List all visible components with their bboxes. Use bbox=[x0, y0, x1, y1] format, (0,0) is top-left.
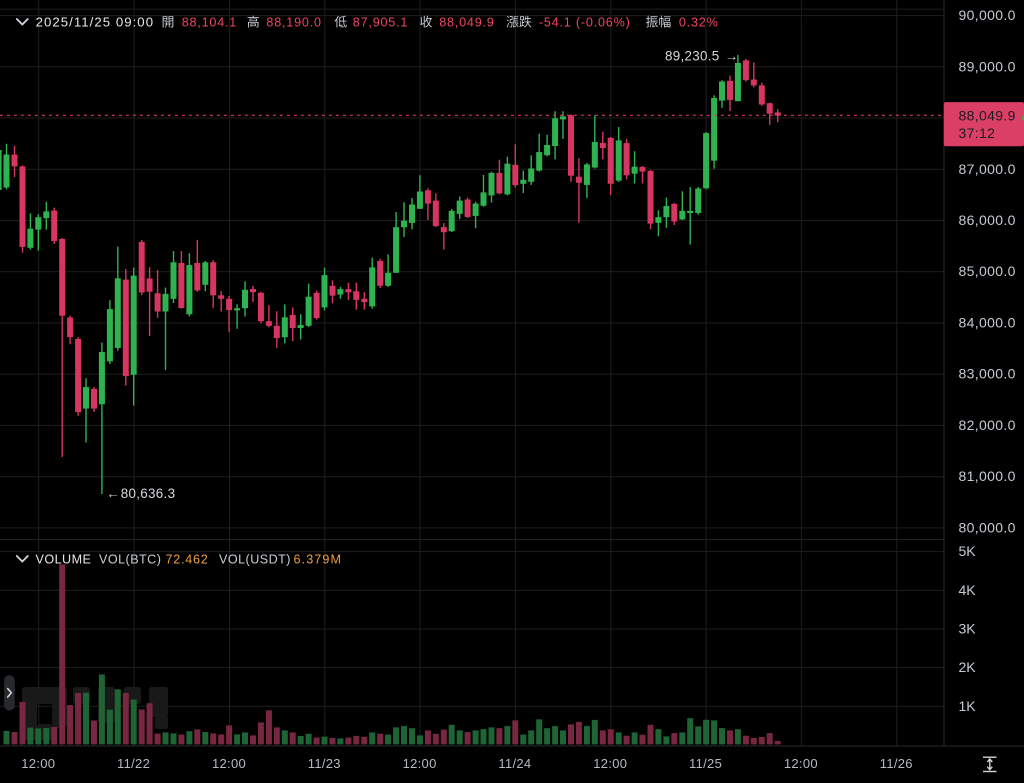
svg-text:4K: 4K bbox=[959, 582, 977, 598]
svg-text:87,905.1: 87,905.1 bbox=[353, 16, 408, 30]
svg-text:88,190.0: 88,190.0 bbox=[266, 16, 321, 30]
svg-text:87,000.0: 87,000.0 bbox=[959, 161, 1016, 177]
svg-text:37:12: 37:12 bbox=[959, 125, 996, 141]
svg-text:89,000.0: 89,000.0 bbox=[959, 58, 1016, 74]
svg-text:80,000.0: 80,000.0 bbox=[959, 519, 1016, 535]
svg-text:11/26: 11/26 bbox=[880, 756, 913, 771]
svg-text:VOLUME: VOLUME bbox=[36, 553, 92, 567]
svg-text:85,000.0: 85,000.0 bbox=[959, 263, 1016, 279]
svg-text:3K: 3K bbox=[959, 621, 977, 637]
svg-text:84,000.0: 84,000.0 bbox=[959, 315, 1016, 331]
svg-text:12:00: 12:00 bbox=[593, 756, 627, 771]
svg-text:72.462: 72.462 bbox=[166, 553, 209, 567]
svg-text:11/25: 11/25 bbox=[689, 756, 722, 771]
svg-text:88,049.9: 88,049.9 bbox=[959, 107, 1016, 123]
svg-text:11/24: 11/24 bbox=[498, 756, 531, 771]
svg-text:→: → bbox=[725, 48, 738, 63]
svg-text:1K: 1K bbox=[959, 698, 977, 714]
svg-text:12:00: 12:00 bbox=[403, 756, 437, 771]
svg-text:12:00: 12:00 bbox=[21, 756, 55, 771]
svg-text:81,000.0: 81,000.0 bbox=[959, 468, 1016, 484]
svg-text:89,230.5: 89,230.5 bbox=[665, 48, 720, 63]
svg-text:83,000.0: 83,000.0 bbox=[959, 366, 1016, 382]
svg-text:80,636.3: 80,636.3 bbox=[121, 486, 176, 501]
svg-text:88,049.9: 88,049.9 bbox=[439, 16, 494, 30]
svg-text:11/22: 11/22 bbox=[117, 756, 150, 771]
svg-text:86,000.0: 86,000.0 bbox=[959, 212, 1016, 228]
svg-text:VOL(USDT): VOL(USDT) bbox=[219, 553, 291, 567]
svg-text:5K: 5K bbox=[959, 543, 977, 559]
svg-text:90,000.0: 90,000.0 bbox=[959, 7, 1016, 23]
svg-text:12:00: 12:00 bbox=[212, 756, 246, 771]
svg-text:6.379M: 6.379M bbox=[294, 553, 343, 567]
svg-text:12:00: 12:00 bbox=[784, 756, 818, 771]
svg-text:82,000.0: 82,000.0 bbox=[959, 417, 1016, 433]
svg-text:2025/11/25 09:00: 2025/11/25 09:00 bbox=[36, 15, 155, 30]
svg-text:88,104.1: 88,104.1 bbox=[182, 16, 237, 30]
svg-text:0.32%: 0.32% bbox=[679, 16, 719, 30]
svg-text:-54.1 (-0.06%): -54.1 (-0.06%) bbox=[539, 16, 631, 30]
svg-text:VOL(BTC): VOL(BTC) bbox=[99, 553, 161, 567]
svg-text:11/23: 11/23 bbox=[308, 756, 341, 771]
svg-text:2K: 2K bbox=[959, 659, 977, 675]
svg-text:←: ← bbox=[107, 486, 120, 501]
